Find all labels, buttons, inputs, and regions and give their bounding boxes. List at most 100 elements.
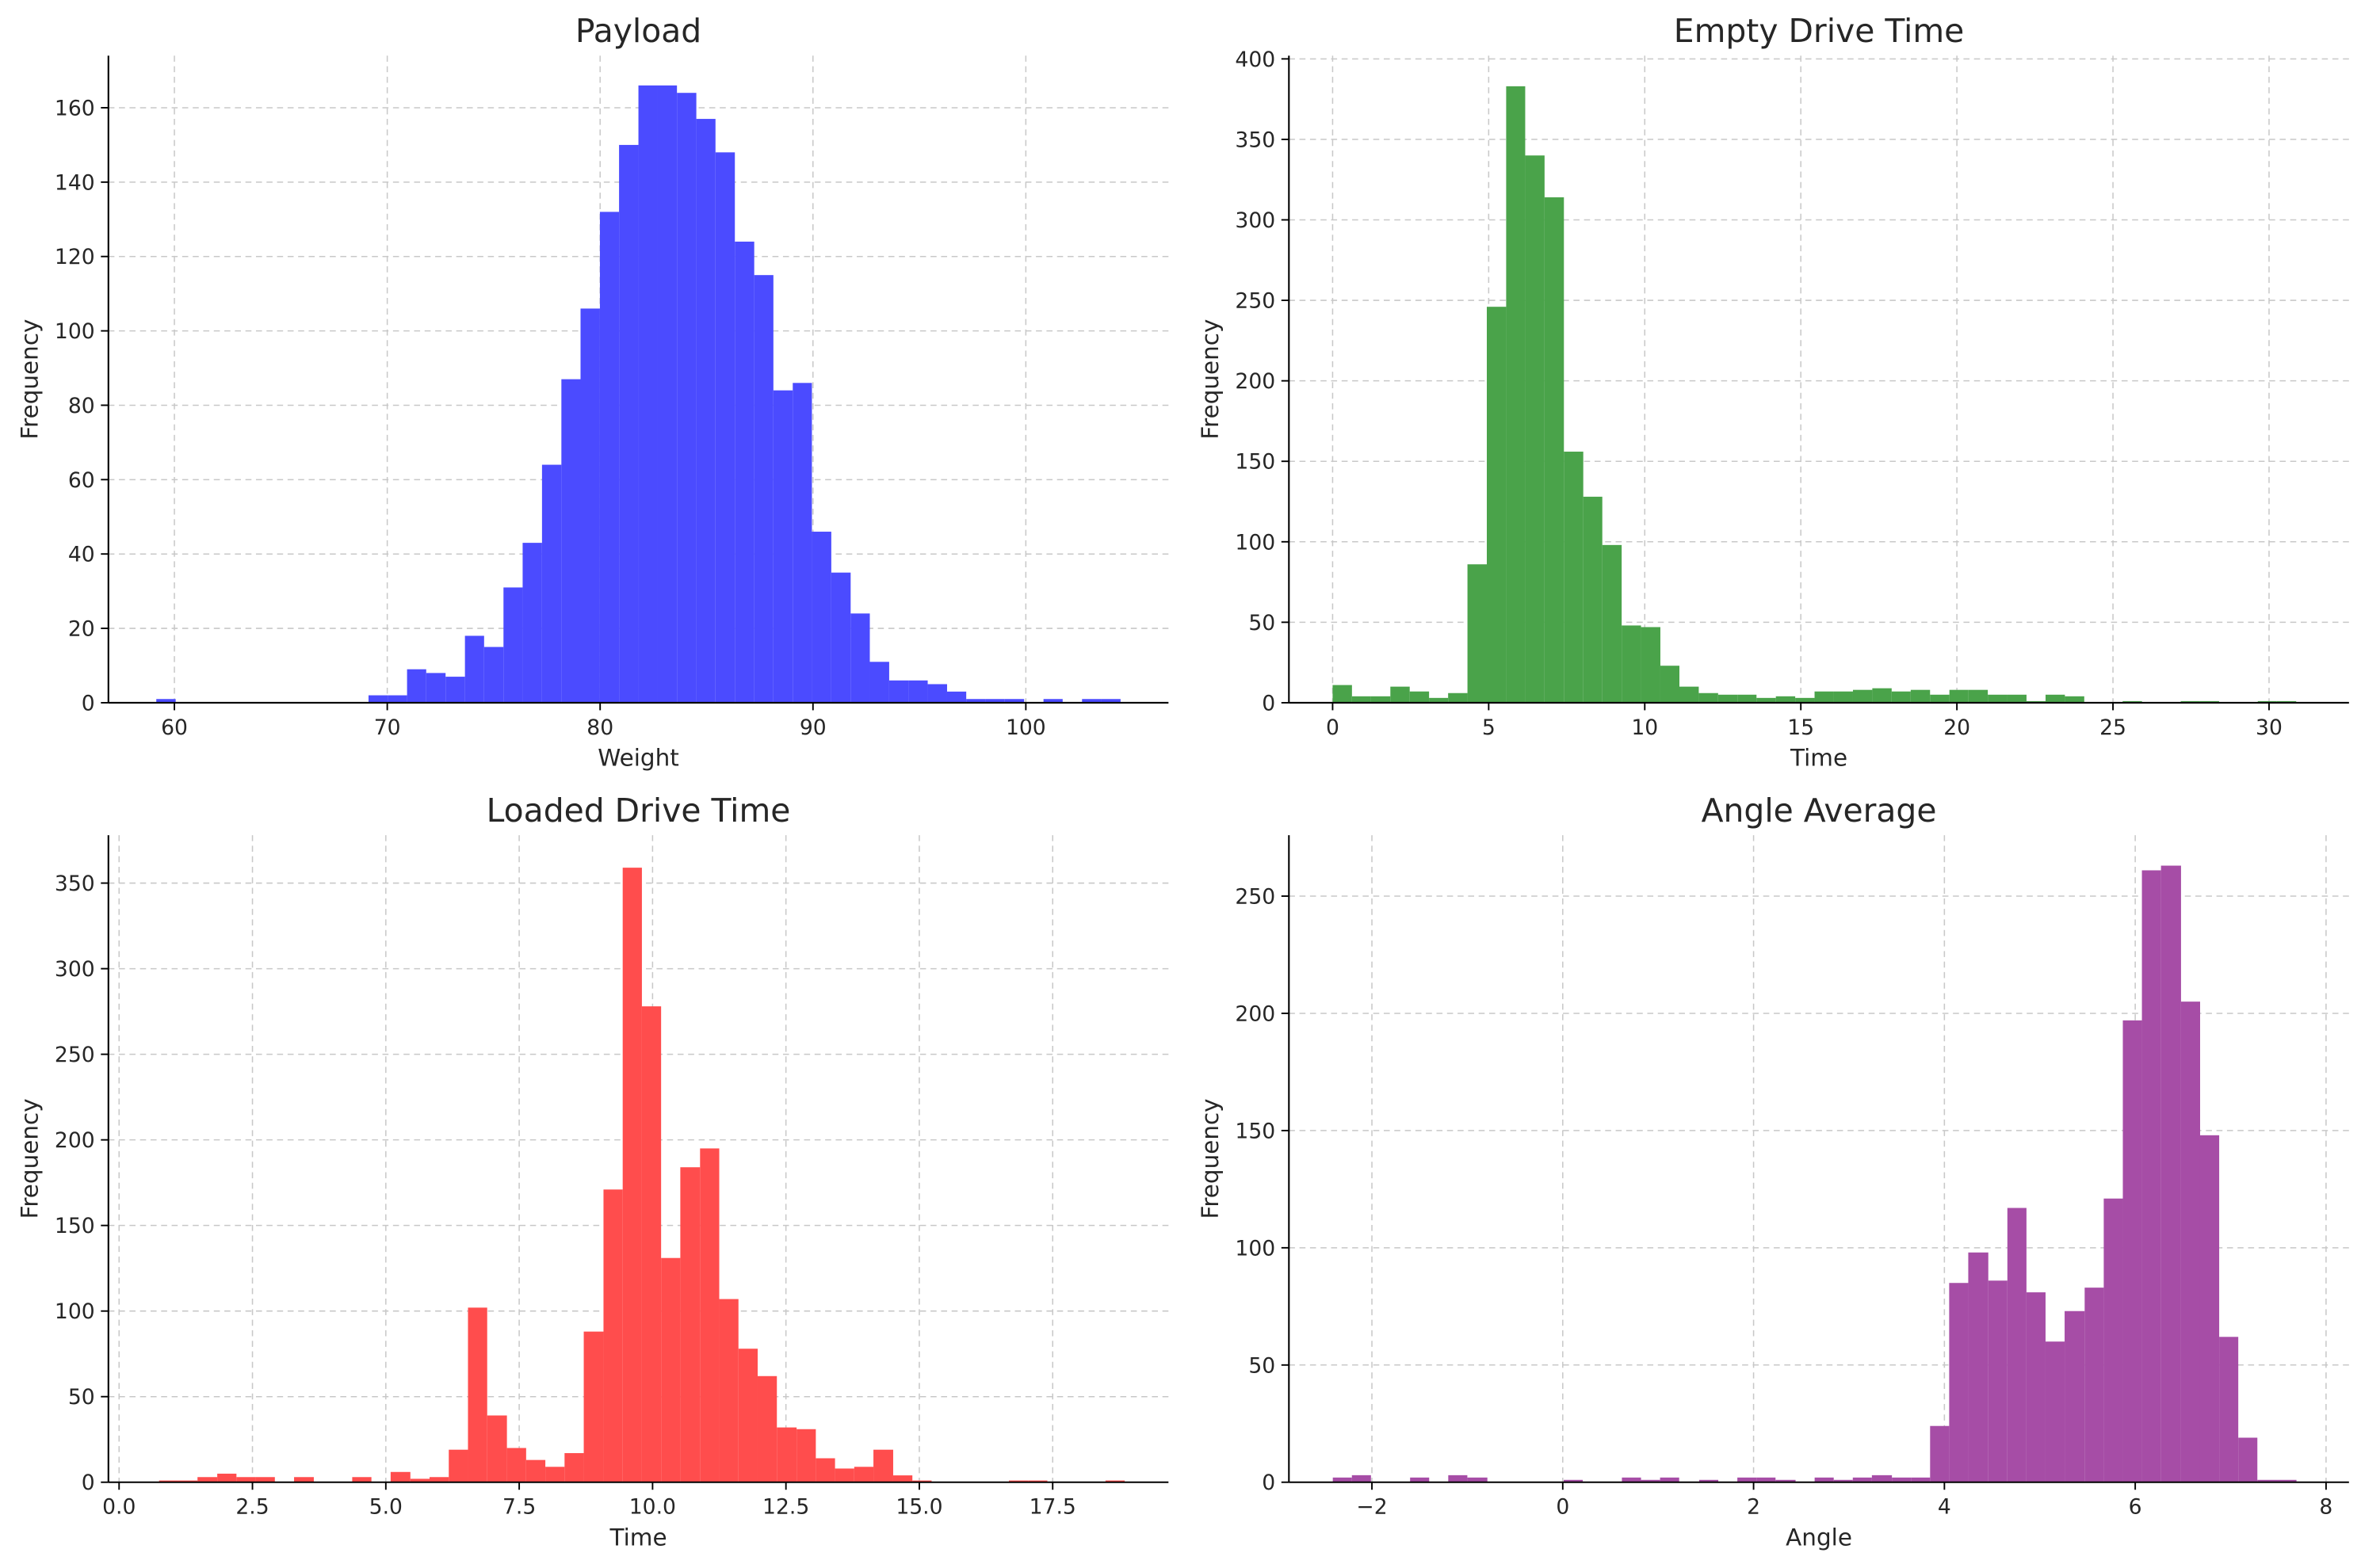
bar bbox=[1467, 1477, 1488, 1482]
bar bbox=[426, 673, 446, 703]
y-tick-label: 20 bbox=[68, 617, 95, 642]
bar bbox=[1737, 1477, 1757, 1482]
bar bbox=[1506, 86, 1526, 703]
bar bbox=[1949, 1283, 1969, 1482]
bar bbox=[1602, 544, 1622, 703]
bar bbox=[1564, 1479, 1584, 1482]
bar bbox=[1564, 452, 1584, 703]
y-tick-label: 0 bbox=[82, 691, 95, 715]
x-tick-label: 0 bbox=[1326, 715, 1339, 740]
bar bbox=[1814, 1477, 1834, 1482]
bar bbox=[854, 1467, 874, 1482]
bar bbox=[1467, 564, 1487, 703]
bar bbox=[178, 1480, 198, 1482]
bar bbox=[1370, 696, 1391, 703]
bar bbox=[449, 1449, 468, 1482]
bar bbox=[1930, 694, 1950, 703]
bar bbox=[522, 543, 542, 703]
bar bbox=[1891, 691, 1911, 703]
bar bbox=[1892, 1477, 1912, 1482]
y-tick-label: 250 bbox=[1235, 885, 1275, 910]
x-tick-label: 25 bbox=[2099, 715, 2126, 740]
bar bbox=[525, 1459, 546, 1482]
bar bbox=[892, 1475, 913, 1482]
y-tick-label: 200 bbox=[1235, 1001, 1275, 1026]
bar bbox=[661, 1257, 681, 1482]
bar bbox=[677, 93, 697, 703]
bar bbox=[638, 85, 658, 703]
bar bbox=[735, 241, 755, 703]
y-tick-label: 50 bbox=[1248, 1353, 1275, 1378]
bar bbox=[603, 1189, 623, 1482]
bar bbox=[1968, 1252, 1989, 1482]
y-tick-label: 0 bbox=[1262, 1471, 1275, 1495]
bar bbox=[1833, 1479, 1853, 1482]
bar bbox=[2180, 1001, 2200, 1482]
bar bbox=[1351, 696, 1371, 703]
bar bbox=[1525, 155, 1545, 703]
bar bbox=[2045, 694, 2065, 703]
bar bbox=[2122, 1020, 2142, 1482]
bar bbox=[390, 1471, 411, 1482]
chart-title: Empty Drive Time bbox=[1674, 12, 1964, 50]
bar bbox=[2277, 1479, 2297, 1482]
bar bbox=[1775, 696, 1796, 703]
bar bbox=[503, 587, 523, 703]
bar bbox=[368, 695, 388, 703]
chart-title: Angle Average bbox=[1702, 792, 1937, 830]
bar bbox=[2257, 1479, 2278, 1482]
bar bbox=[966, 699, 986, 703]
bar bbox=[1390, 686, 1410, 703]
bar bbox=[564, 1453, 584, 1482]
bar bbox=[483, 647, 504, 703]
y-tick-label: 100 bbox=[55, 1299, 95, 1324]
bar bbox=[2007, 694, 2027, 703]
bar bbox=[236, 1477, 256, 1482]
bar bbox=[464, 635, 484, 703]
bar bbox=[946, 691, 967, 703]
bar bbox=[1679, 686, 1699, 703]
x-tick-label: 8 bbox=[2319, 1495, 2332, 1520]
bar bbox=[1082, 699, 1102, 703]
y-tick-label: 250 bbox=[1235, 289, 1275, 314]
subplot: −2 0 2 4 6 8 0 50 100 150 200 250 Angle Average Angle… bbox=[1197, 792, 2349, 1551]
y-tick-label: 200 bbox=[1235, 369, 1275, 394]
y-tick-label: 40 bbox=[68, 543, 95, 567]
bar bbox=[1622, 1477, 1641, 1482]
bar bbox=[757, 1375, 777, 1482]
bar bbox=[1930, 1425, 1950, 1482]
bar bbox=[1756, 697, 1776, 703]
bar bbox=[985, 699, 1005, 703]
x-tick-label: 60 bbox=[161, 715, 188, 740]
bar bbox=[2084, 1288, 2104, 1482]
bar bbox=[619, 144, 639, 703]
bar bbox=[1544, 197, 1564, 703]
bar bbox=[1911, 1477, 1931, 1482]
bar bbox=[1583, 496, 1603, 703]
x-tick-label: 20 bbox=[1943, 715, 1970, 740]
bar bbox=[912, 1480, 932, 1482]
bar bbox=[1332, 1477, 1352, 1482]
y-tick-label: 50 bbox=[68, 1385, 95, 1410]
bar bbox=[156, 699, 176, 703]
x-tick-label: 30 bbox=[2256, 715, 2283, 740]
x-tick-label: 70 bbox=[374, 715, 401, 740]
bar bbox=[197, 1477, 218, 1482]
bar bbox=[835, 1468, 854, 1482]
chart-title: Payload bbox=[575, 12, 701, 50]
bar bbox=[1968, 689, 1989, 703]
bar bbox=[1871, 1475, 1893, 1482]
bar bbox=[1101, 699, 1121, 703]
y-tick-label: 60 bbox=[68, 468, 95, 493]
bar bbox=[1622, 625, 1641, 703]
bar bbox=[2103, 1198, 2123, 1482]
bar bbox=[869, 662, 889, 703]
bar bbox=[850, 613, 870, 703]
y-tick-label: 250 bbox=[55, 1043, 95, 1067]
x-tick-label: 10.0 bbox=[629, 1495, 676, 1520]
bar bbox=[561, 379, 581, 703]
x-axis-label: Angle bbox=[1786, 1524, 1852, 1551]
x-tick-label: 10 bbox=[1631, 715, 1658, 740]
x-tick-label: 12.5 bbox=[762, 1495, 809, 1520]
